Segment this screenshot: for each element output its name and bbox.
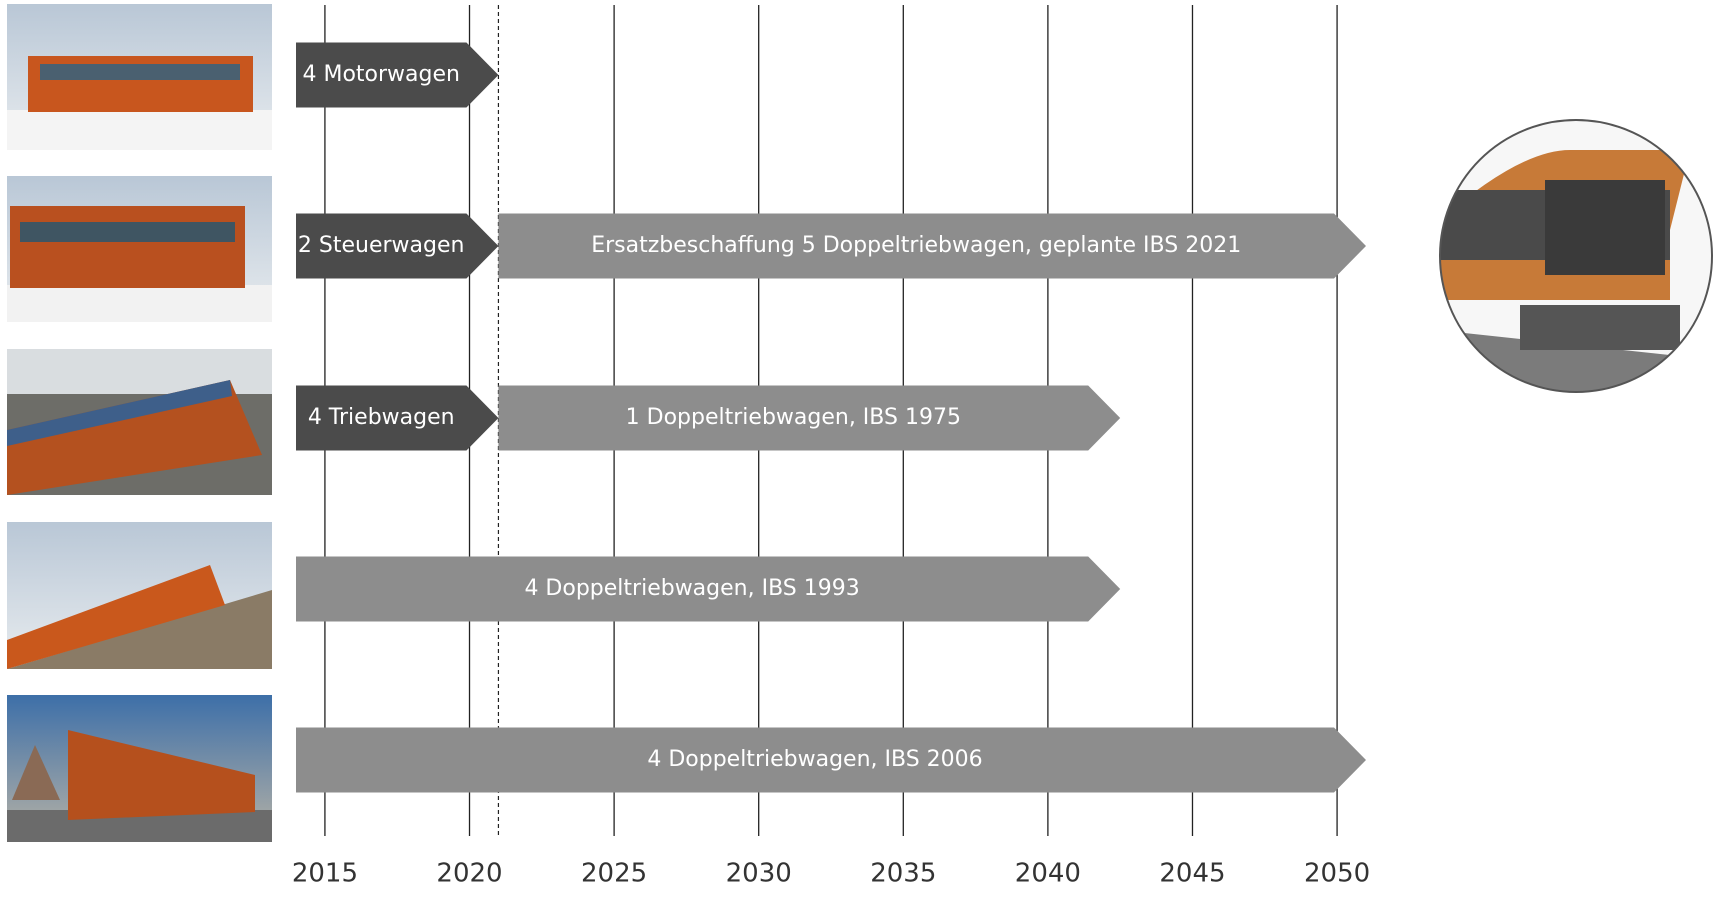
- bar-label: 4 Doppeltriebwagen, IBS 1993: [524, 576, 859, 601]
- x-tick-label: 2050: [1304, 859, 1370, 889]
- x-tick-label: 2045: [1159, 859, 1225, 889]
- bar-label: 4 Triebwagen: [308, 405, 455, 430]
- bar-label: 4 Doppeltriebwagen, IBS 2006: [647, 747, 982, 772]
- train-illustration: [1436, 116, 1716, 396]
- bar-label: Ersatzbeschaffung 5 Doppeltriebwagen, ge…: [591, 233, 1241, 258]
- bar-label: 4 Motorwagen: [302, 62, 459, 87]
- x-tick-label: 2030: [726, 859, 792, 889]
- x-tick-label: 2035: [870, 859, 936, 889]
- photos: [7, 4, 272, 842]
- x-tick-label: 2025: [581, 859, 647, 889]
- bar-label: 1 Doppeltriebwagen, IBS 1975: [626, 405, 961, 430]
- bar-label: 2 Steuerwagen: [298, 233, 465, 258]
- x-tick-label: 2020: [436, 859, 502, 889]
- x-tick-label: 2015: [292, 859, 358, 889]
- chart: 2015 2020 2025 2030 2035 2040 2045 2050 4 Motorw…: [0, 0, 1721, 901]
- x-tick-label: 2040: [1015, 859, 1081, 889]
